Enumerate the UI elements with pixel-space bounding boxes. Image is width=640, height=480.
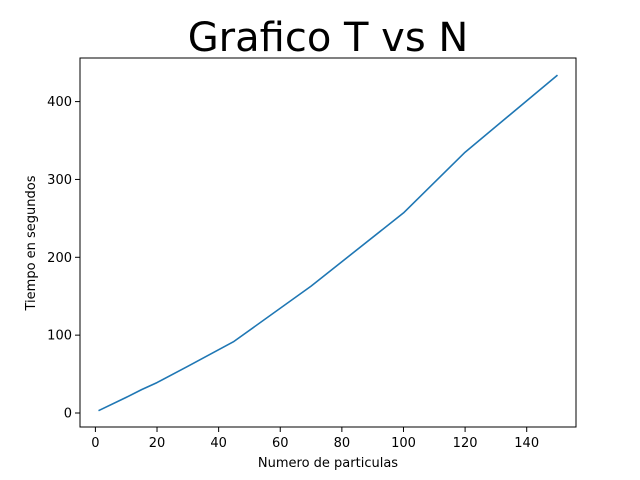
x-tick-label: 100 xyxy=(391,436,416,451)
x-axis-label: Numero de particulas xyxy=(258,456,398,471)
plot-area xyxy=(79,57,577,428)
y-tick-label: 200 xyxy=(47,251,72,266)
chart-title: Grafico T vs N xyxy=(188,15,469,61)
y-tick-label: 300 xyxy=(47,173,72,188)
y-axis: 0 100 200 300 400 xyxy=(47,95,80,421)
y-tick-label: 400 xyxy=(47,95,72,110)
y-tick-label: 100 xyxy=(47,329,72,344)
x-tick-label: 40 xyxy=(210,436,227,451)
series-layer xyxy=(98,74,559,412)
x-tick-label: 120 xyxy=(453,436,478,451)
x-tick-label: 0 xyxy=(91,436,99,451)
y-axis-label: Tiempo en segundos xyxy=(24,175,39,311)
x-tick-label: 80 xyxy=(334,436,351,451)
series-line-0 xyxy=(98,74,559,412)
y-tick-label: 0 xyxy=(64,406,72,421)
x-tick-label: 20 xyxy=(149,436,166,451)
x-axis: 0 20 40 60 80 100 120 140 xyxy=(91,427,539,451)
x-tick-label: 140 xyxy=(514,436,539,451)
x-tick-label: 60 xyxy=(272,436,289,451)
